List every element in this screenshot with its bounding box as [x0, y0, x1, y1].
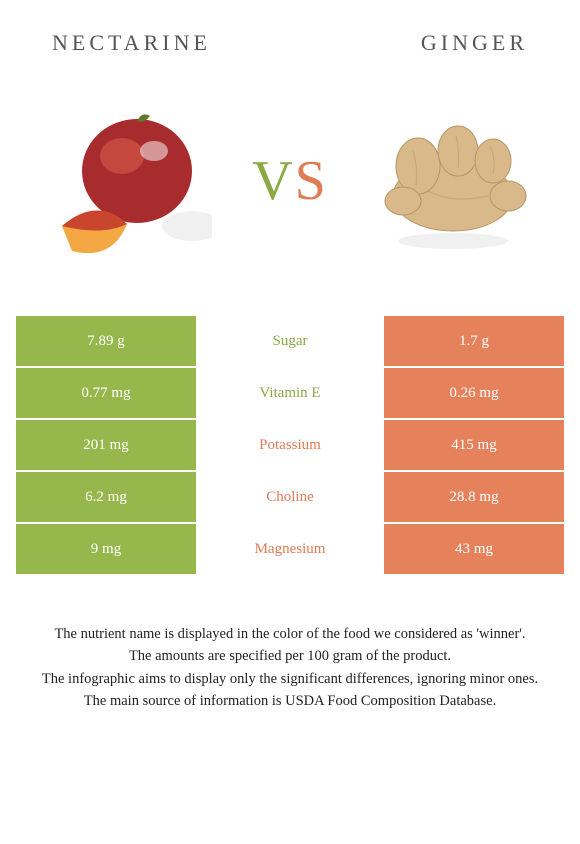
nutrient-name-cell: Potassium	[198, 420, 382, 470]
vs-v: V	[252, 150, 294, 212]
left-value-cell: 9 mg	[16, 524, 196, 574]
table-row: 6.2 mgCholine28.8 mg	[16, 472, 564, 522]
right-value-cell: 1.7 g	[384, 316, 564, 366]
right-value-cell: 28.8 mg	[384, 472, 564, 522]
nutrient-name-cell: Vitamin E	[198, 368, 382, 418]
nutrient-name-cell: Sugar	[198, 316, 382, 366]
table-row: 201 mgPotassium415 mg	[16, 420, 564, 470]
left-value-cell: 6.2 mg	[16, 472, 196, 522]
nectarine-image	[42, 96, 212, 266]
table-row: 0.77 mgVitamin E0.26 mg	[16, 368, 564, 418]
right-food-title: Ginger	[421, 30, 528, 56]
footnote-line: The main source of information is USDA F…	[22, 691, 558, 711]
footnote-line: The infographic aims to display only the…	[22, 669, 558, 689]
table-row: 9 mgMagnesium43 mg	[16, 524, 564, 574]
vs-s: S	[295, 150, 328, 212]
table-row: 7.89 gSugar1.7 g	[16, 316, 564, 366]
nutrient-name-cell: Magnesium	[198, 524, 382, 574]
left-value-cell: 7.89 g	[16, 316, 196, 366]
footnotes: The nutrient name is displayed in the co…	[12, 624, 568, 713]
left-value-cell: 0.77 mg	[16, 368, 196, 418]
titles-row: Nectarine Ginger	[12, 30, 568, 56]
right-value-cell: 0.26 mg	[384, 368, 564, 418]
footnote-line: The amounts are specified per 100 gram o…	[22, 646, 558, 666]
images-row: VS	[12, 86, 568, 276]
right-value-cell: 43 mg	[384, 524, 564, 574]
right-value-cell: 415 mg	[384, 420, 564, 470]
nutrient-name-cell: Choline	[198, 472, 382, 522]
left-value-cell: 201 mg	[16, 420, 196, 470]
vs-label: VS	[252, 149, 328, 213]
footnote-line: The nutrient name is displayed in the co…	[22, 624, 558, 644]
nutrient-table: 7.89 gSugar1.7 g0.77 mgVitamin E0.26 mg2…	[12, 316, 568, 574]
ginger-image	[368, 96, 538, 266]
infographic-container: Nectarine Ginger VS	[0, 0, 580, 844]
left-food-title: Nectarine	[52, 30, 211, 56]
